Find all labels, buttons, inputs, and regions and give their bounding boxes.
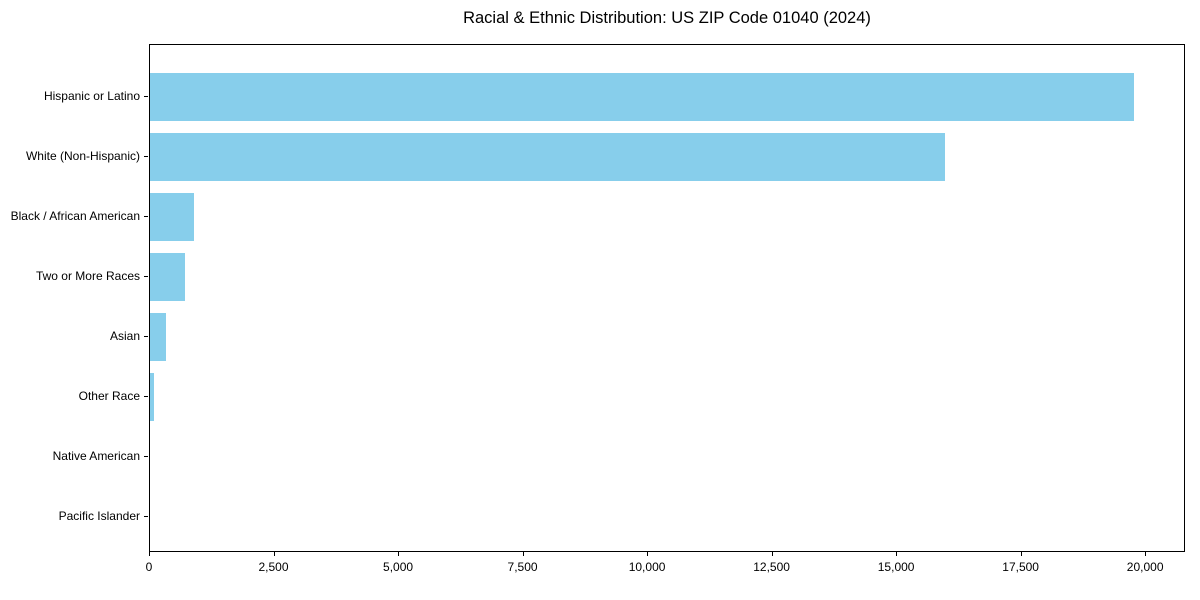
bar-row (150, 67, 1184, 127)
x-tick-mark (1020, 552, 1022, 556)
bar (150, 193, 195, 241)
bar (150, 73, 1135, 121)
bar (150, 253, 185, 301)
bar (150, 373, 154, 421)
bar-row (150, 307, 1184, 367)
x-tick-label: 5,000 (383, 560, 414, 574)
x-tick-mark (896, 552, 898, 556)
x-tick-label: 10,000 (628, 560, 666, 574)
x-tick-label: 0 (145, 560, 153, 574)
x-tick-mark (647, 552, 649, 556)
x-tick-mark (522, 552, 524, 556)
category-label: Asian (109, 329, 140, 343)
x-tick-mark (771, 552, 773, 556)
y-tick-mark (144, 216, 148, 217)
bar (150, 313, 167, 361)
x-tick-label: 12,500 (753, 560, 790, 574)
y-tick-mark (144, 456, 148, 457)
x-tick-label: 20,000 (1126, 560, 1164, 574)
category-label: Other Race (78, 389, 140, 403)
category-label: Hispanic or Latino (43, 89, 140, 103)
x-tick-mark (273, 552, 275, 556)
bar-row (150, 427, 1184, 487)
x-tick-mark (398, 552, 400, 556)
bar (150, 133, 946, 181)
y-tick-mark (144, 276, 148, 277)
bar-row (150, 127, 1184, 187)
x-tick-mark (149, 552, 150, 556)
category-label: White (Non-Hispanic) (25, 149, 140, 163)
bar-row (150, 367, 1184, 427)
y-tick-mark (144, 156, 148, 157)
y-tick-mark (144, 516, 148, 517)
category-label: Black / African American (10, 209, 140, 223)
x-tick-label: 17,500 (1002, 560, 1039, 574)
bar-row (150, 187, 1184, 247)
bar-row (150, 247, 1184, 307)
bar-row (150, 487, 1184, 547)
category-label: Pacific Islander (58, 509, 140, 523)
x-tick-label: 7,500 (507, 560, 538, 574)
y-tick-mark (144, 396, 148, 397)
y-tick-mark (144, 336, 148, 337)
chart-title: Racial & Ethnic Distribution: US ZIP Cod… (463, 9, 871, 27)
plot-area (149, 44, 1185, 552)
y-tick-mark (144, 96, 148, 97)
x-tick-label: 15,000 (877, 560, 915, 574)
category-label: Two or More Races (35, 269, 140, 283)
x-tick-label: 2,500 (258, 560, 289, 574)
category-label: Native American (52, 449, 140, 463)
x-tick-mark (1145, 552, 1147, 556)
